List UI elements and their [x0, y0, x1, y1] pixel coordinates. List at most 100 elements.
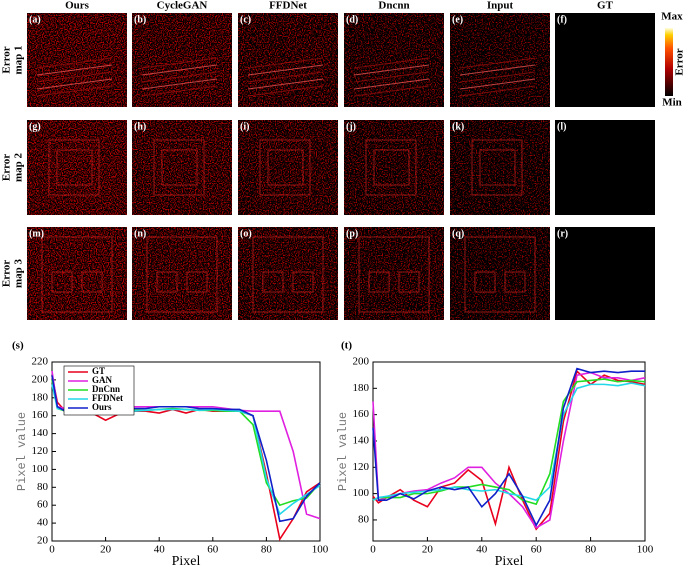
- error-map: [555, 227, 655, 320]
- x-tick-label: 100: [637, 544, 654, 556]
- error-map: [555, 13, 655, 107]
- panel-label: (c): [240, 14, 251, 25]
- y-tick-label: 60: [37, 499, 49, 511]
- error-noise: [344, 227, 444, 320]
- panel-label: (g): [29, 121, 41, 132]
- legend-entry: DnCnn: [92, 384, 120, 394]
- legend-entry: GAN: [92, 375, 113, 385]
- scene-edges: [358, 236, 430, 313]
- error-noise: [27, 13, 127, 107]
- panel-label: (h): [134, 121, 146, 132]
- panel-label: (q): [452, 228, 464, 239]
- legend-entry: FFDNet: [92, 393, 123, 403]
- error-noise: [27, 227, 127, 320]
- y-tick-label: 80: [37, 481, 49, 493]
- column-header: Ours: [65, 0, 90, 12]
- x-tick-label: 20: [100, 544, 112, 556]
- scene-edges: [141, 57, 218, 97]
- legend-entry: GT: [92, 366, 105, 376]
- row-label: Error: [1, 154, 13, 181]
- x-axis-label: Pixel: [172, 554, 201, 568]
- panel-label: (m): [29, 228, 44, 239]
- x-tick-label: 40: [476, 544, 488, 556]
- x-tick-label: 60: [207, 544, 219, 556]
- colorbar-min: Min: [662, 97, 682, 109]
- y-tick-label: 180: [32, 391, 49, 403]
- panel-label: (f): [557, 14, 567, 25]
- error-map: [555, 120, 655, 215]
- y-tick-label: 120: [353, 461, 370, 473]
- panel-label: (o): [240, 228, 252, 239]
- error-noise: [132, 13, 232, 107]
- panel-label: (k): [452, 121, 464, 132]
- x-tick-label: 100: [312, 544, 329, 556]
- row-label: Error: [1, 46, 13, 73]
- error-noise: [450, 120, 550, 215]
- error-noise: [132, 120, 232, 215]
- y-tick-label: 140: [353, 435, 370, 447]
- y-tick-label: 160: [32, 409, 49, 421]
- scene-edges: [247, 57, 324, 97]
- x-tick-label: 20: [422, 544, 434, 556]
- scene-edges: [259, 139, 311, 196]
- y-tick-label: 220: [32, 356, 49, 368]
- column-header: FFDNet: [269, 0, 307, 12]
- row-label: map 3: [13, 258, 25, 288]
- error-noise: [27, 120, 127, 215]
- x-tick-label: 0: [49, 544, 55, 556]
- column-header: Dncnn: [378, 0, 409, 12]
- column-header: Input: [487, 0, 514, 12]
- series-line: [372, 382, 646, 502]
- chart-label: (t): [341, 340, 352, 352]
- error-noise: [344, 120, 444, 215]
- scene-edges: [459, 57, 536, 97]
- panel-label: (j): [346, 121, 356, 132]
- scene-edges: [41, 236, 113, 313]
- row-label: map 1: [13, 45, 25, 74]
- row-label: Error: [1, 260, 13, 287]
- panel-label: (d): [346, 14, 358, 25]
- y-axis-label: Pixel value: [336, 412, 350, 491]
- panel-label: (n): [134, 228, 146, 239]
- error-noise: [238, 13, 338, 107]
- panel-label: (a): [29, 14, 41, 25]
- y-tick-label: 180: [353, 382, 370, 394]
- y-tick-label: 40: [37, 517, 49, 529]
- y-tick-label: 200: [32, 373, 49, 385]
- scene-edges: [365, 139, 417, 196]
- series-line: [372, 369, 646, 531]
- scene-edges: [464, 236, 536, 313]
- row-label: map 2: [13, 152, 25, 182]
- column-header: GT: [597, 0, 614, 12]
- x-tick-label: 80: [585, 544, 597, 556]
- panel-label: (b): [134, 14, 146, 25]
- y-tick-label: 200: [353, 356, 370, 368]
- legend-entry: Ours: [92, 402, 112, 412]
- plot-area: [372, 361, 646, 542]
- panel-label: (i): [240, 121, 249, 132]
- error-noise: [450, 13, 550, 107]
- error-noise: [132, 227, 232, 320]
- error-noise: [238, 120, 338, 215]
- y-tick-label: 140: [32, 427, 49, 439]
- error-noise: [344, 13, 444, 107]
- x-tick-label: 60: [531, 544, 543, 556]
- panel-label: (l): [557, 121, 566, 132]
- y-tick-label: 100: [353, 487, 370, 499]
- colorbar-label: Error: [674, 48, 685, 75]
- scene-edges: [48, 139, 100, 196]
- scene-edges: [153, 139, 205, 196]
- panel-label: (p): [346, 228, 358, 239]
- colorbar: [665, 28, 673, 96]
- x-tick-label: 40: [154, 544, 166, 556]
- series-line: [372, 378, 646, 506]
- panel-label: (e): [452, 14, 463, 25]
- scene-edges: [353, 57, 430, 97]
- y-tick-label: 120: [32, 445, 49, 457]
- y-axis-label: Pixel value: [15, 412, 29, 491]
- colorbar-max: Max: [661, 11, 683, 23]
- y-tick-label: 20: [37, 535, 49, 547]
- scene-edges: [36, 57, 113, 97]
- y-tick-label: 80: [358, 513, 370, 525]
